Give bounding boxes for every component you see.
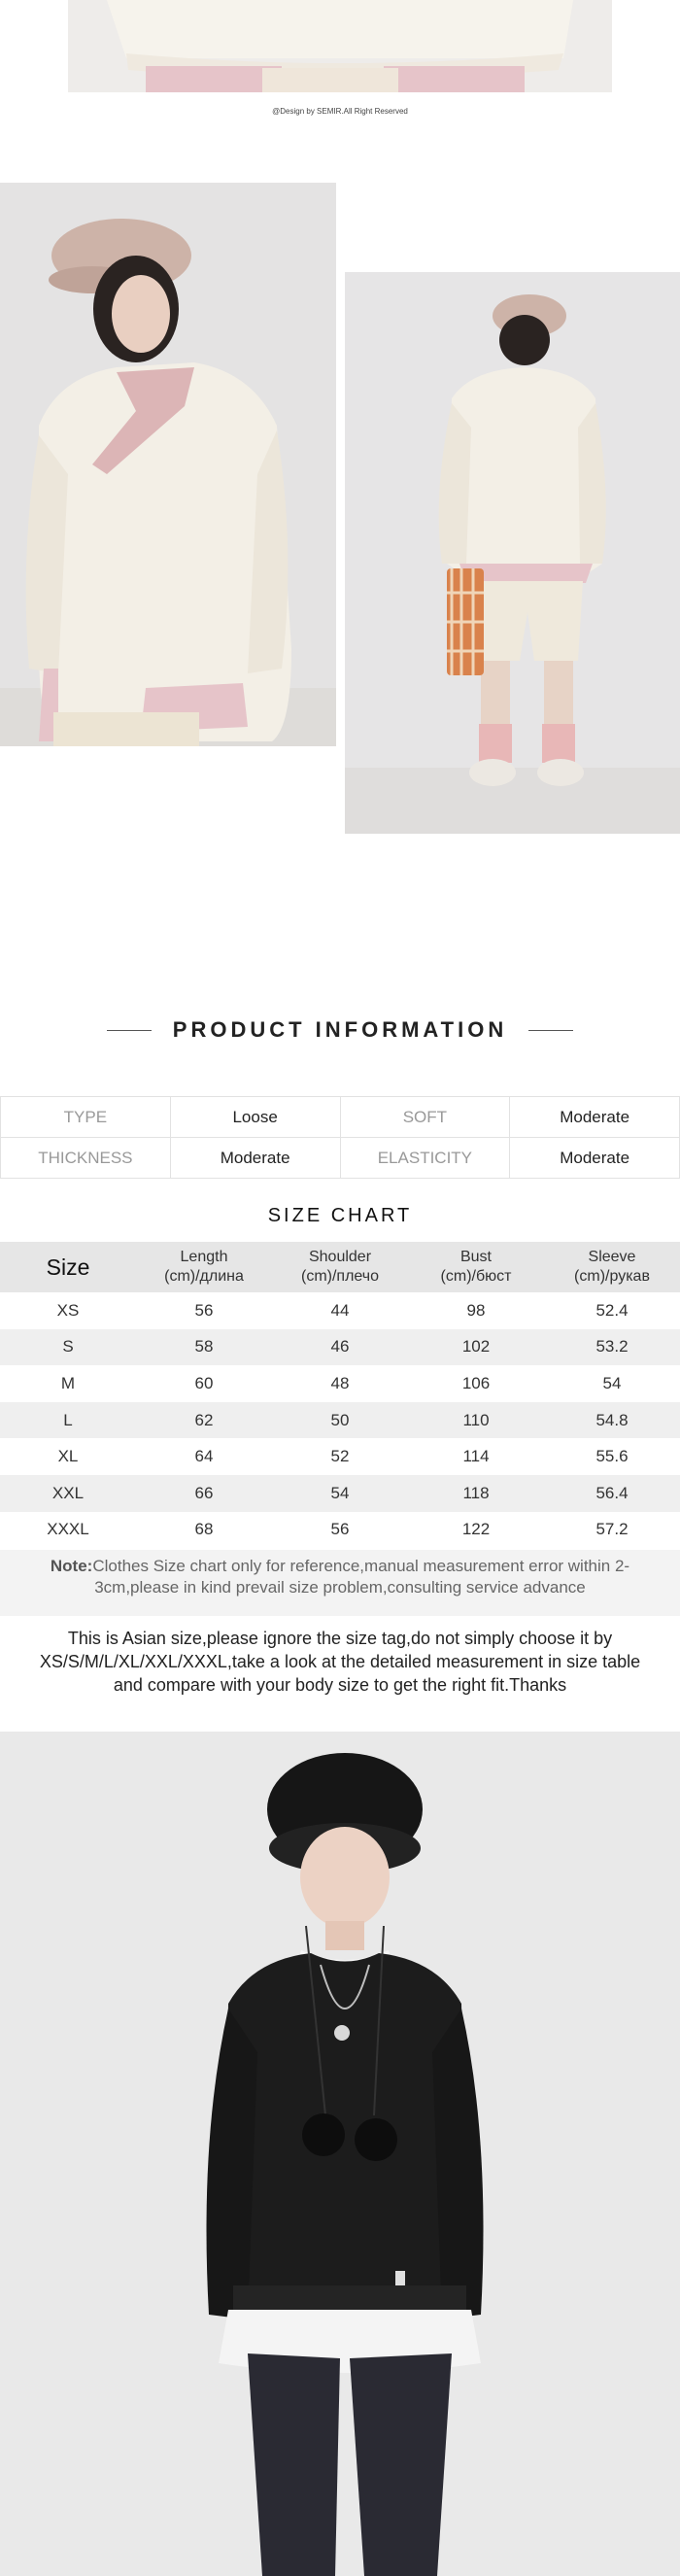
cell-shoulder: 54	[272, 1474, 408, 1512]
cell-shoulder: 48	[272, 1365, 408, 1402]
cell-sleeve: 57.2	[544, 1511, 680, 1549]
cell-bust: 98	[408, 1292, 544, 1329]
header-shoulder-unit: (cm)/плечо	[300, 1268, 380, 1285]
cell-sleeve: 54	[544, 1365, 680, 1402]
cell-shoulder: 56	[272, 1511, 408, 1549]
info-label-thickness: THICKNESS	[0, 1137, 171, 1179]
cell-size: M	[0, 1365, 136, 1402]
info-label-type: TYPE	[0, 1096, 171, 1138]
cell-length: 66	[136, 1474, 272, 1512]
cell-bust: 102	[408, 1328, 544, 1366]
cell-size: S	[0, 1328, 136, 1366]
info-value-type: Loose	[169, 1096, 341, 1138]
header-sleeve-unit: (cm)/рукав	[574, 1268, 650, 1285]
note-text: Clothes Size chart only for reference,ma…	[92, 1557, 630, 1597]
cell-shoulder: 50	[272, 1401, 408, 1439]
cell-shoulder: 52	[272, 1438, 408, 1475]
copyright-text: @Design by SEMIR.All Right Reserved	[272, 107, 408, 116]
header-bust-label: Bust	[459, 1249, 492, 1265]
cell-bust: 114	[408, 1438, 544, 1475]
cell-sleeve: 54.8	[544, 1401, 680, 1439]
product-photo-front	[0, 183, 336, 746]
product-info-table: TYPE Loose SOFT Moderate THICKNESS Moder…	[0, 1096, 680, 1179]
note-prefix: Note:	[50, 1557, 93, 1575]
cell-size: XS	[0, 1292, 136, 1329]
table-row: M 60 48 106 54	[0, 1365, 680, 1402]
cell-sleeve: 56.4	[544, 1474, 680, 1512]
cell-length: 64	[136, 1438, 272, 1475]
size-note: Note:Clothes Size chart only for referen…	[0, 1550, 680, 1616]
header-shoulder-label: Shoulder	[308, 1249, 372, 1265]
size-chart-table: Size Length (cm)/длина Shoulder (cm)/пле…	[0, 1242, 680, 1549]
header-bust: Bust (cm)/бюст	[408, 1242, 544, 1292]
size-chart-title: SIZE CHART	[267, 1205, 413, 1226]
cell-length: 68	[136, 1511, 272, 1549]
title-divider-right	[528, 1029, 574, 1031]
header-length-label: Length	[180, 1249, 228, 1265]
header-bust-unit: (cm)/бюст	[440, 1268, 512, 1285]
cell-size: XL	[0, 1438, 136, 1475]
info-value-thickness: Moderate	[169, 1137, 341, 1179]
cell-shoulder: 44	[272, 1292, 408, 1329]
section-title-text: PRODUCT INFORMATION	[172, 1017, 508, 1042]
info-row: THICKNESS Moderate ELASTICITY Moderate	[0, 1137, 680, 1179]
info-value-elasticity: Moderate	[509, 1137, 680, 1179]
header-length-unit: (cm)/длина	[164, 1268, 244, 1285]
product-photo-top	[68, 0, 612, 92]
asian-size-notice: This is Asian size,please ignore the siz…	[0, 1618, 680, 1699]
cell-length: 62	[136, 1401, 272, 1439]
header-length: Length (cm)/длина	[136, 1242, 272, 1292]
table-row: L 62 50 110 54.8	[0, 1401, 680, 1439]
cell-sleeve: 55.6	[544, 1438, 680, 1475]
table-row: XXL 66 54 118 56.4	[0, 1474, 680, 1512]
cell-sleeve: 52.4	[544, 1292, 680, 1329]
cell-length: 58	[136, 1328, 272, 1366]
table-row: XL 64 52 114 55.6	[0, 1438, 680, 1475]
header-shoulder: Shoulder (cm)/плечо	[272, 1242, 408, 1292]
size-chart-header-row: Size Length (cm)/длина Shoulder (cm)/пле…	[0, 1242, 680, 1292]
cell-size: XXL	[0, 1474, 136, 1512]
table-row: XS 56 44 98 52.4	[0, 1292, 680, 1329]
section-title: PRODUCT INFORMATION	[0, 1015, 680, 1045]
cell-bust: 110	[408, 1401, 544, 1439]
cell-shoulder: 46	[272, 1328, 408, 1366]
info-row: TYPE Loose SOFT Moderate	[0, 1096, 680, 1138]
header-sleeve-label: Sleeve	[588, 1249, 636, 1265]
title-divider-left	[106, 1029, 152, 1031]
cell-bust: 122	[408, 1511, 544, 1549]
cell-size: L	[0, 1401, 136, 1439]
product-photo-back	[345, 272, 680, 834]
header-size: Size	[0, 1242, 136, 1292]
cell-size: XXXL	[0, 1511, 136, 1549]
info-label-elasticity: ELASTICITY	[339, 1137, 511, 1179]
cell-length: 60	[136, 1365, 272, 1402]
info-label-soft: SOFT	[339, 1096, 511, 1138]
product-photo-black	[0, 1732, 680, 2576]
table-row: S 58 46 102 53.2	[0, 1328, 680, 1366]
header-sleeve: Sleeve (cm)/рукав	[544, 1242, 680, 1292]
cell-bust: 118	[408, 1474, 544, 1512]
table-row: XXXL 68 56 122 57.2	[0, 1511, 680, 1549]
cell-bust: 106	[408, 1365, 544, 1402]
cell-sleeve: 53.2	[544, 1328, 680, 1366]
info-value-soft: Moderate	[509, 1096, 680, 1138]
cell-length: 56	[136, 1292, 272, 1329]
